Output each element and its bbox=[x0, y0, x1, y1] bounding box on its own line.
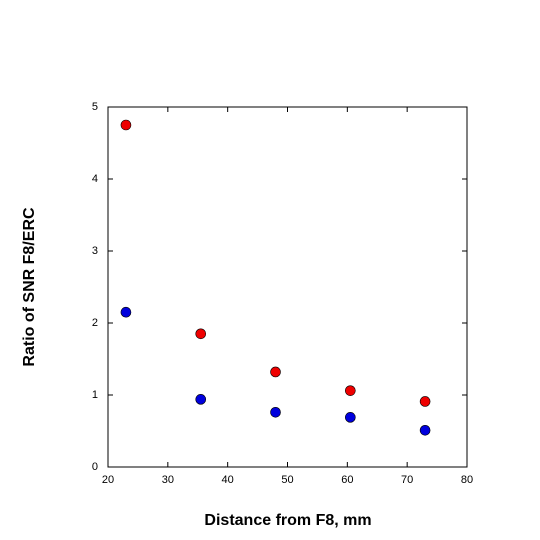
x-tick-label: 70 bbox=[401, 474, 413, 486]
x-tick-label: 30 bbox=[162, 474, 174, 486]
x-tick-label: 80 bbox=[461, 474, 473, 486]
x-tick-label: 60 bbox=[341, 474, 353, 486]
point bbox=[195, 394, 207, 405]
point bbox=[345, 412, 356, 423]
point bbox=[120, 306, 132, 318]
x-tick-label: 40 bbox=[222, 474, 234, 486]
point bbox=[195, 328, 207, 340]
y-tick-label: 0 bbox=[92, 461, 98, 473]
x-tick-label: 20 bbox=[102, 474, 114, 486]
x-tick-label: 50 bbox=[281, 474, 293, 486]
y-tick-label: 2 bbox=[92, 317, 98, 329]
point bbox=[120, 119, 132, 131]
y-tick-label: 3 bbox=[92, 245, 98, 257]
point bbox=[270, 366, 281, 378]
y-tick-label: 5 bbox=[92, 101, 98, 113]
x-axis-label: Distance from F8, mm bbox=[204, 512, 371, 529]
point bbox=[419, 396, 431, 407]
plot-frame bbox=[107, 106, 468, 468]
y-tick-label: 1 bbox=[92, 389, 98, 401]
point bbox=[270, 406, 281, 418]
point bbox=[419, 424, 431, 436]
point bbox=[345, 385, 356, 396]
y-tick-label: 4 bbox=[92, 173, 98, 185]
y-axis-label: Ratio of SNR F8/ERC bbox=[21, 207, 38, 367]
